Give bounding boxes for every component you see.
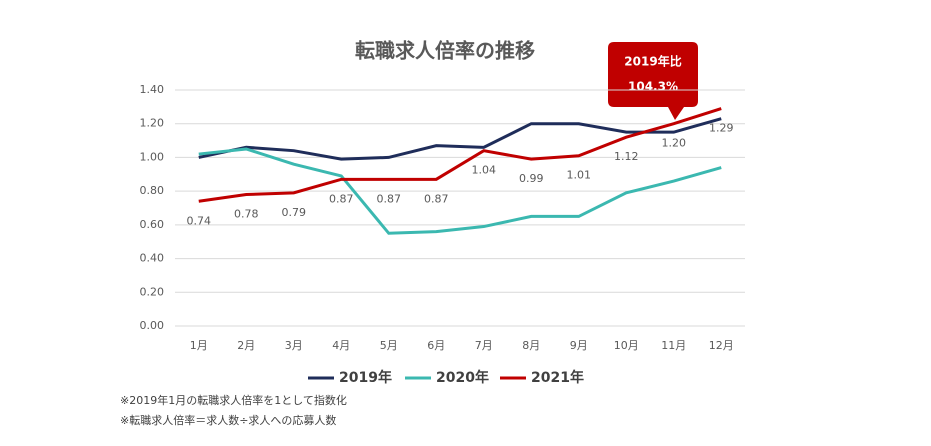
x-tick-label: 9月 [570,339,588,352]
x-tick-label: 3月 [285,339,303,352]
y-tick-label: 1.00 [140,150,165,163]
x-tick-label: 10月 [614,339,639,352]
y-tick-label: 0.00 [140,319,165,332]
data-label: 0.74 [187,214,212,227]
x-tick-label: 6月 [427,339,445,352]
series-line [198,107,722,203]
data-label: 0.87 [377,192,402,205]
y-tick-label: 1.20 [140,117,165,130]
data-label: 0.79 [282,206,307,219]
legend-label: 2020年 [436,369,489,386]
legend-label: 2019年 [339,369,392,386]
legend-label: 2021年 [531,369,584,386]
y-tick-label: 0.60 [140,218,165,231]
data-label: 1.29 [709,122,734,135]
callout-box [608,42,698,120]
x-tick-label: 1月 [190,339,208,352]
series-line [198,117,722,161]
data-label: 0.87 [329,192,354,205]
x-tick-label: 4月 [332,339,350,352]
data-label: 0.78 [234,208,259,221]
series-line [198,147,722,235]
y-tick-label: 0.80 [140,184,165,197]
x-tick-label: 8月 [522,339,540,352]
chart-title: 転職求人倍率の推移 [355,39,535,63]
x-tick-label: 7月 [475,339,493,352]
y-tick-label: 0.40 [140,252,165,265]
data-label: 1.04 [472,164,497,177]
data-label: 0.99 [519,172,544,185]
callout: 2019年比 104.3% [608,42,698,120]
data-label: 1.20 [662,137,687,150]
x-tick-label: 2月 [237,339,255,352]
grid [175,89,745,327]
callout-text: 2019年比 [624,54,681,69]
x-tick-label: 5月 [380,339,398,352]
data-label: 0.87 [424,192,449,205]
footnote: ※転職求人倍率＝求人数÷求人への応募人数 [120,413,336,427]
footnote: ※2019年1月の転職求人倍率を1として指数化 [120,393,347,407]
data-label: 1.12 [614,150,639,163]
y-tick-label: 1.40 [140,83,165,96]
data-label: 1.01 [567,169,592,182]
callout-text: 104.3% [628,80,678,94]
x-tick-label: 11月 [661,339,686,352]
y-tick-label: 0.20 [140,285,165,298]
x-tick-label: 12月 [709,339,734,352]
